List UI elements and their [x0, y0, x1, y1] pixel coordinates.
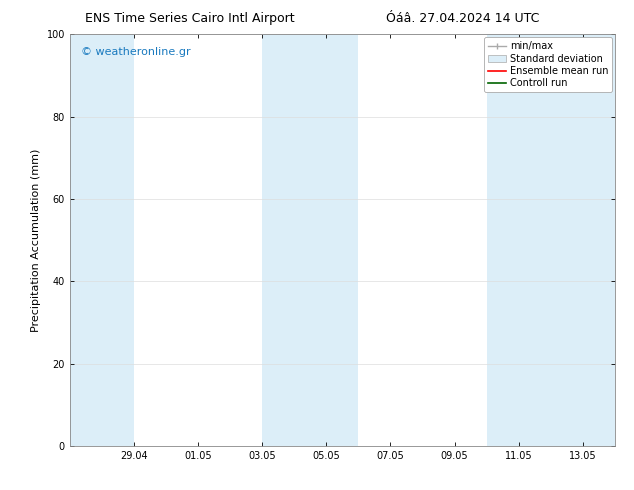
Text: © weatheronline.gr: © weatheronline.gr [81, 47, 190, 57]
Bar [70, 34, 134, 446]
Text: Óáâ. 27.04.2024 14 UTC: Óáâ. 27.04.2024 14 UTC [386, 12, 540, 25]
Text: ENS Time Series Cairo Intl Airport: ENS Time Series Cairo Intl Airport [86, 12, 295, 25]
Y-axis label: Precipitation Accumulation (mm): Precipitation Accumulation (mm) [31, 148, 41, 332]
Bar [262, 34, 358, 446]
Legend: min/max, Standard deviation, Ensemble mean run, Controll run: min/max, Standard deviation, Ensemble me… [484, 37, 612, 92]
Bar [487, 34, 615, 446]
